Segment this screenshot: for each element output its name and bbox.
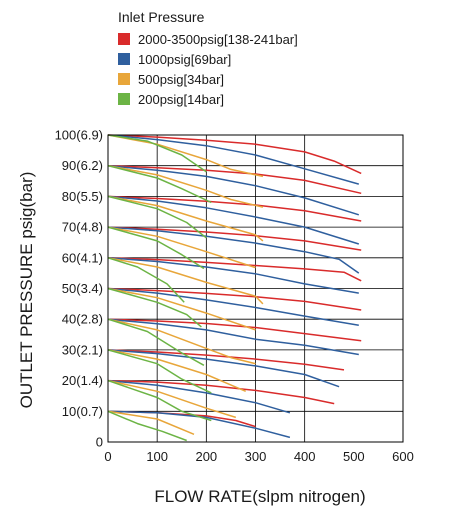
y-tick-label-90: 90(6.2) (62, 158, 103, 173)
y-tick-label-10: 10(0.7) (62, 404, 103, 419)
legend-label-3: 200psig[14bar] (138, 92, 224, 107)
series-3-curve-9 (107, 410, 187, 442)
series-0-curve-4 (107, 257, 362, 282)
x-tick-label-400: 400 (294, 449, 316, 464)
x-axis-label: FLOW RATE(slpm nitrogen) (154, 487, 365, 506)
series-1-curve-3 (107, 226, 360, 274)
series-3-curve-1 (107, 164, 212, 204)
series-0-curve-9 (107, 410, 256, 428)
series-1-curve-5 (107, 287, 359, 327)
series-1-curve-8 (107, 379, 291, 414)
y-tick-label-0: 0 (96, 435, 103, 450)
series-2-curve-3 (107, 226, 256, 269)
series-3 (107, 134, 212, 442)
legend-swatch-0 (118, 33, 130, 45)
legend-label-0: 2000-3500psig[138-241bar] (138, 32, 298, 47)
series-0-curve-6 (107, 318, 362, 342)
y-tick-label-30: 30(2.1) (62, 342, 103, 357)
series-2-curve-1 (107, 164, 264, 208)
series-1-curve-7 (107, 349, 340, 388)
series-1-curve-0 (107, 134, 360, 185)
series-2-curve-0 (107, 134, 264, 178)
series-2-curve-9 (107, 410, 195, 435)
series-3-curve-6 (107, 318, 205, 366)
x-tick-label-600: 600 (392, 449, 414, 464)
series-1-curve-2 (107, 195, 360, 245)
x-tick-label-500: 500 (343, 449, 365, 464)
series-0-curve-1 (107, 164, 362, 195)
series-3-curve-5 (107, 287, 202, 328)
series-1-curve-4 (107, 257, 359, 294)
series-0-curve-5 (107, 287, 362, 311)
series-2-curve-6 (107, 318, 256, 365)
x-tick-label-0: 0 (104, 449, 111, 464)
series-1-curve-9 (107, 410, 291, 439)
series-0 (107, 134, 362, 428)
series-0-curve-2 (107, 195, 362, 222)
legend-title: Inlet Pressure (118, 9, 205, 25)
y-tick-label-80: 80(5.5) (62, 189, 103, 204)
series-1 (107, 134, 360, 439)
series-2-curve-8 (107, 379, 237, 419)
series-2-curve-4 (107, 257, 264, 305)
y-tick-label-70: 70(4.8) (62, 220, 103, 235)
legend-label-1: 1000psig[69bar] (138, 52, 231, 67)
x-tick-label-200: 200 (195, 449, 217, 464)
y-tick-label-50: 50(3.4) (62, 281, 103, 296)
series-3-curve-0 (107, 134, 207, 173)
y-tick-label-100: 100(6.9) (55, 128, 103, 143)
legend-swatch-1 (118, 53, 130, 65)
y-tick-label-20: 20(1.4) (62, 373, 103, 388)
series-2-curve-2 (107, 195, 264, 242)
y-tick-labels: 0 10(0.7) 20(1.4) 30(2.1) 40(2.8) 50(3.4) 60(4… (55, 128, 103, 450)
series-3-curve-8 (107, 379, 212, 422)
series-3-curve-2 (107, 195, 207, 239)
legend-label-2: 500psig[34bar] (138, 72, 224, 87)
x-tick-labels: 0 100 200 300 400 500 600 (104, 449, 413, 464)
series-2-curve-7 (107, 349, 246, 392)
series-curves (107, 134, 362, 442)
y-tick-label-60: 60(4.1) (62, 250, 103, 265)
series-2 (107, 134, 264, 435)
legend: Inlet Pressure 2000-3500psig[138-241bar]… (118, 9, 298, 107)
y-tick-label-40: 40(2.8) (62, 312, 103, 327)
legend-swatch-2 (118, 73, 130, 85)
legend-swatch-3 (118, 93, 130, 105)
series-0-curve-8 (107, 379, 335, 405)
y-axis-label: OUTLET PRESSURE psig(bar) (17, 172, 36, 409)
series-1-curve-6 (107, 318, 359, 356)
series-1-curve-1 (107, 164, 360, 216)
series-0-curve-3 (107, 226, 362, 251)
series-2-curve-5 (107, 287, 256, 331)
x-tick-label-100: 100 (146, 449, 168, 464)
series-3-curve-4 (107, 257, 185, 303)
x-tick-label-300: 300 (245, 449, 267, 464)
plot-frame (107, 134, 404, 443)
series-3-curve-3 (107, 226, 205, 270)
series-0-curve-0 (107, 134, 362, 175)
series-3-curve-7 (107, 349, 212, 394)
